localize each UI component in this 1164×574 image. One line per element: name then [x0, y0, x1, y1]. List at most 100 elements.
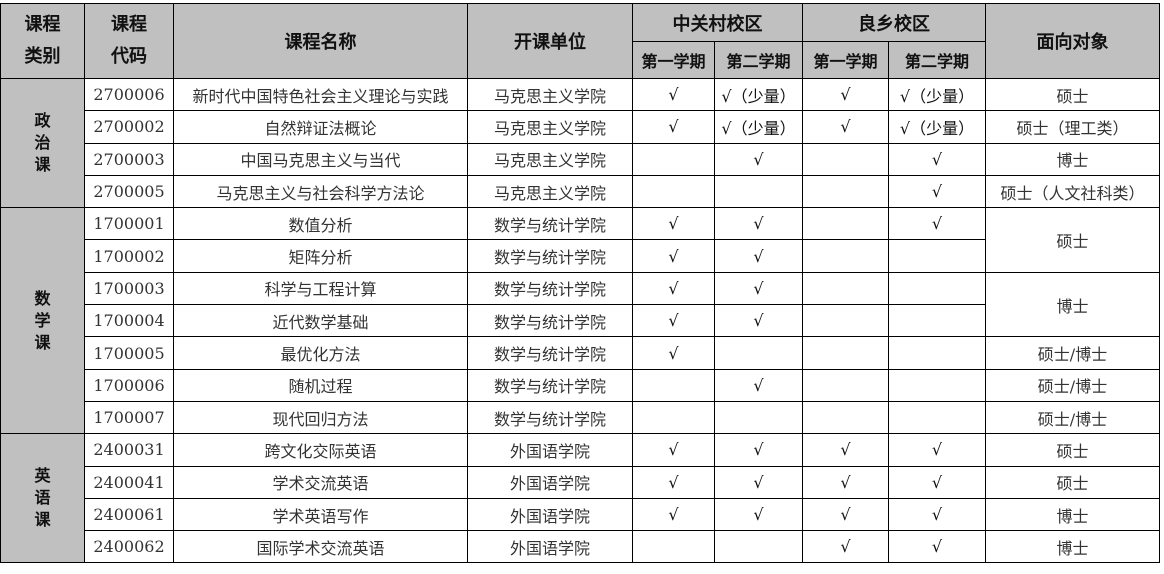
table-row: 1700005 最优化方法 数学与统计学院 √ 硕士/博士: [1, 336, 1160, 370]
course-name: 跨文化交际英语: [173, 433, 468, 467]
table-row: 1700004 近代数学基础 数学与统计学院 √ √: [1, 304, 1160, 338]
course-code: 1700001: [84, 207, 174, 241]
table-row: 数 学 课 1700001 数值分析 数学与统计学院 √ √ √ 硕士: [0, 207, 1160, 435]
lx-term2-mark: √: [888, 465, 986, 499]
course-dept: 外国语学院: [467, 465, 633, 499]
course-dept: 马克思主义学院: [467, 174, 633, 209]
audience-cell: 博士: [985, 271, 1160, 338]
zgc-term1-mark: √: [632, 336, 715, 370]
audience-cell: 博士: [985, 497, 1160, 532]
category-cell: 数 学 课: [0, 207, 85, 435]
audience-cell: 硕士/博士: [985, 368, 1160, 402]
zgc-term1-mark: √: [632, 77, 715, 112]
header-lx-term2: 第二学期: [888, 41, 986, 79]
header-zgc-term1: 第一学期: [632, 41, 715, 79]
course-code: 2700006: [84, 77, 174, 112]
lx-term2-mark: √: [888, 433, 986, 467]
header-dept: 开课单位: [467, 3, 633, 79]
table-row: 2400061 学术英语写作 外国语学院 √ √ √ √ 博士: [1, 497, 1160, 532]
category-cell: 英 语 课: [0, 433, 85, 564]
table-row: 1700007 现代回归方法 数学与统计学院 硕士/博士: [1, 400, 1160, 435]
lx-term2-mark: [888, 336, 986, 370]
lx-term1-mark: [802, 142, 889, 176]
zgc-term1-mark: √: [632, 207, 715, 241]
lx-term2-mark: [888, 400, 986, 435]
course-code: 2700002: [84, 110, 174, 144]
zgc-term2-mark: √（少量）: [714, 110, 803, 144]
table-row: 2700005 马克思主义与社会科学方法论 马克思主义学院 √ 硕士（人文社科类）: [1, 174, 1160, 209]
course-code: 2700005: [84, 174, 174, 209]
zgc-term2-mark: √: [714, 239, 803, 273]
course-dept: 马克思主义学院: [467, 142, 633, 176]
lx-term2-mark: [888, 271, 986, 306]
lx-term2-mark: √: [888, 207, 986, 241]
header-liangxiang: 良乡校区: [802, 3, 986, 42]
zgc-term2-mark: [714, 400, 803, 435]
zgc-term1-mark: [632, 530, 715, 564]
zgc-term2-mark: [714, 174, 803, 209]
lx-term1-mark: [802, 174, 889, 209]
lx-term1-mark: √: [802, 433, 889, 467]
course-name: 最优化方法: [173, 336, 468, 370]
zgc-term2-mark: [714, 530, 803, 564]
header-name: 课程名称: [173, 3, 468, 79]
zgc-term1-mark: √: [632, 304, 715, 338]
course-name: 近代数学基础: [173, 304, 468, 338]
lx-term1-mark: [802, 304, 889, 338]
zgc-term2-mark: √: [714, 142, 803, 176]
audience-cell: 硕士: [985, 77, 1160, 112]
audience-cell: 硕士（理工类）: [985, 110, 1160, 144]
lx-term1-mark: [802, 368, 889, 402]
lx-term2-mark: [888, 239, 986, 273]
course-name: 新时代中国特色社会主义理论与实践: [173, 77, 468, 112]
header-lx-term1: 第一学期: [802, 41, 889, 79]
lx-term1-mark: [802, 239, 889, 273]
course-dept: 数学与统计学院: [467, 304, 633, 338]
audience-cell: 博士: [985, 142, 1160, 176]
table-row: 1700002 矩阵分析 数学与统计学院 √ √: [1, 239, 1160, 273]
lx-term2-mark: √: [888, 530, 986, 564]
lx-term2-mark: √: [888, 174, 986, 209]
table-row: 1700003 科学与工程计算 数学与统计学院 √ √ 博士: [1, 271, 1160, 338]
zgc-term1-mark: √: [632, 110, 715, 144]
zgc-term1-mark: √: [632, 497, 715, 532]
course-code: 1700004: [84, 304, 174, 338]
table-row: 2400062 国际学术交流英语 外国语学院 √ √ 博士: [1, 530, 1160, 564]
zgc-term2-mark: √: [714, 465, 803, 499]
zgc-term1-mark: [632, 174, 715, 209]
zgc-term2-mark: √: [714, 433, 803, 467]
course-code: 1700002: [84, 239, 174, 273]
course-dept: 马克思主义学院: [467, 110, 633, 144]
course-dept: 数学与统计学院: [467, 207, 633, 241]
course-dept: 外国语学院: [467, 497, 633, 532]
course-code: 1700007: [84, 400, 174, 435]
lx-term1-mark: [802, 336, 889, 370]
audience-cell: 博士: [985, 530, 1160, 564]
table-row: 政 治 课 2700006 新时代中国特色社会主义理论与实践 马克思主义学院 √ √（少量…: [0, 77, 1160, 209]
table-row: 2700002 自然辩证法概论 马克思主义学院 √ √（少量） √ √（少量） 硕士（理工类）: [1, 110, 1160, 144]
zgc-term2-mark: √: [714, 304, 803, 338]
audience-cell: 硕士: [985, 465, 1160, 499]
course-dept: 数学与统计学院: [467, 400, 633, 435]
course-code: 2700003: [84, 142, 174, 176]
course-code: 1700006: [84, 368, 174, 402]
header-category: 课程 类别: [0, 3, 85, 79]
zgc-term1-mark: [632, 368, 715, 402]
course-dept: 数学与统计学院: [467, 239, 633, 273]
course-name: 自然辩证法概论: [173, 110, 468, 144]
category-cell: 政 治 课: [0, 77, 85, 209]
course-name: 马克思主义与社会科学方法论: [173, 174, 468, 209]
audience-cell: 硕士/博士: [985, 400, 1160, 435]
lx-term2-mark: √: [888, 142, 986, 176]
table-row: 1700006 随机过程 数学与统计学院 √ 硕士/博士: [1, 368, 1160, 402]
course-name: 数值分析: [173, 207, 468, 241]
zgc-term1-mark: √: [632, 465, 715, 499]
zgc-term2-mark: √: [714, 368, 803, 402]
table-body: 政 治 课 2700006 新时代中国特色社会主义理论与实践 马克思主义学院 √ √（少量…: [0, 77, 1160, 564]
course-table: 课程 类别 课程 代码 课程名称 开课单位 中关村校区 良乡校区 面向对象 第一…: [0, 3, 1160, 564]
course-code: 1700003: [84, 271, 174, 306]
lx-term1-mark: √: [802, 497, 889, 532]
course-name: 矩阵分析: [173, 239, 468, 273]
zgc-term1-mark: [632, 400, 715, 435]
table-row: 英 语 课 2400031 跨文化交际英语 外国语学院 √ √ √ √ 硕士: [0, 433, 1160, 564]
